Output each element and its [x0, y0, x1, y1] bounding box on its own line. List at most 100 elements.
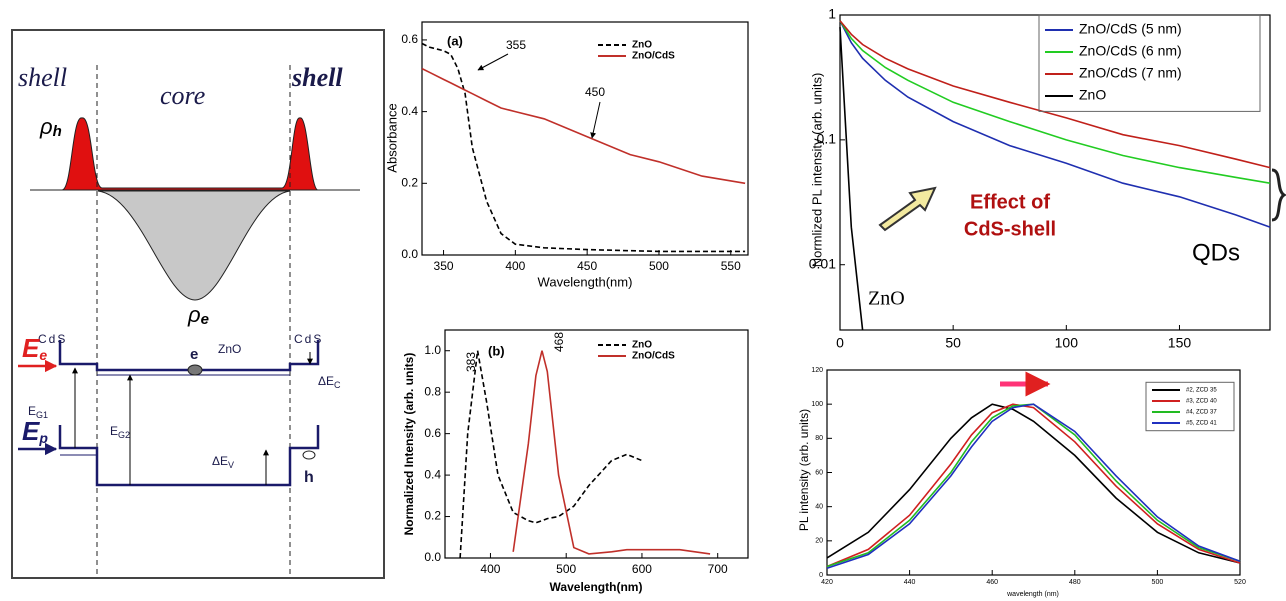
series-line	[421, 67, 746, 185]
plot-frame	[444, 329, 749, 559]
y-tick-label: 1.0	[424, 343, 441, 357]
y-axis-label: Normlized PL intensity (arb. units)	[809, 73, 824, 268]
annotation: CdS-shell	[964, 218, 1056, 240]
label: ρe	[187, 302, 209, 328]
label: CdS	[38, 332, 67, 346]
y-tick-label: 0.0	[424, 550, 441, 564]
x-tick-label: 440	[904, 579, 916, 586]
y-tick-label: 0.1	[817, 131, 837, 147]
x-tick-label: 420	[821, 579, 833, 586]
legend-label: #4, ZCD 37	[1186, 410, 1217, 416]
brace	[1271, 168, 1286, 222]
x-tick-label: 550	[721, 259, 741, 273]
x-axis-label: wavelength (nm)	[1006, 591, 1059, 598]
series-line	[459, 350, 643, 559]
series-line	[839, 27, 864, 331]
x-tick-label: 500	[1152, 579, 1164, 586]
label: core	[160, 81, 205, 110]
legend-label: #5, ZCD 41	[1186, 421, 1217, 427]
label: Ep	[22, 416, 48, 446]
series-line	[826, 403, 1241, 564]
annotation-arrow	[477, 53, 509, 71]
x-axis-label: Wavelength(nm)	[538, 274, 633, 289]
annotation: 383	[464, 352, 478, 372]
x-tick-label: 400	[480, 562, 500, 576]
subscript: p	[38, 430, 48, 446]
y-tick-label: 0.8	[424, 384, 441, 398]
series-line	[826, 403, 1241, 568]
legend-label: #3, ZCD 40	[1186, 399, 1217, 405]
label: ρh	[39, 114, 62, 140]
x-tick-label: 600	[632, 562, 652, 576]
x-tick-label: 350	[434, 259, 454, 273]
y-tick-label: 0.6	[401, 32, 418, 46]
x-tick-label: 50	[945, 335, 961, 351]
x-tick-label: 0	[836, 335, 844, 351]
x-tick-label: 100	[1055, 335, 1079, 351]
arrow-icon	[878, 186, 937, 232]
symbol: ΔE	[318, 374, 334, 388]
legend-label: #2, ZCD 35	[1186, 388, 1217, 394]
x-tick-label: 520	[1234, 579, 1246, 586]
legend-label: ZnO	[632, 340, 652, 351]
series-line	[839, 20, 1271, 184]
label: ZnO	[218, 342, 241, 356]
legend-label: ZnO/CdS	[632, 51, 675, 62]
symbol: ρ	[39, 114, 53, 139]
x-axis-label: Wavelength(nm)	[550, 580, 643, 594]
plot-frame	[421, 21, 749, 256]
annotation: (b)	[488, 343, 505, 358]
annotation: (a)	[447, 33, 463, 48]
label: shell	[291, 63, 343, 92]
electron	[187, 364, 203, 376]
label: CdS	[294, 332, 323, 346]
symbol: ρ	[187, 302, 201, 327]
y-tick-label: 80	[815, 435, 823, 442]
subscript: G2	[118, 430, 130, 440]
legend-label: ZnO/CdS (5 nm)	[1079, 21, 1182, 37]
series-line	[826, 403, 1241, 569]
valence-band	[58, 425, 320, 487]
symbol: E	[28, 404, 36, 418]
y-tick-label: 0.6	[424, 426, 441, 440]
annotation: 355	[506, 38, 526, 52]
annotation: QDs	[1192, 239, 1240, 266]
electron-density	[97, 190, 291, 301]
symbol: E	[110, 424, 118, 438]
legend-box	[1145, 381, 1235, 432]
x-tick-label: 460	[986, 579, 998, 586]
label: Ee	[22, 333, 47, 363]
series-line	[826, 403, 1241, 568]
x-tick-label: 700	[708, 562, 728, 576]
legend-label: ZnO/CdS (6 nm)	[1079, 43, 1182, 59]
y-tick-label: 60	[815, 469, 823, 476]
symbol: E	[22, 416, 40, 446]
series-line	[839, 20, 1271, 228]
subscript: h	[53, 123, 62, 140]
y-tick-label: 0.2	[424, 509, 441, 523]
hole	[302, 450, 316, 460]
y-tick-label: 0.4	[424, 467, 441, 481]
annotation: ZnO	[868, 288, 905, 310]
y-axis-label: PL intensity (arb. units)	[797, 409, 811, 531]
subscript: e	[39, 347, 47, 363]
subscript: e	[201, 311, 209, 328]
x-tick-label: 150	[1168, 335, 1192, 351]
symbol: ΔE	[212, 454, 228, 468]
series-line	[839, 20, 1271, 169]
y-tick-label: 0.2	[401, 175, 418, 189]
y-tick-label: 40	[815, 504, 823, 511]
band-diagram: shell core shell ρh ρe CdS CdS ZnO e h E…	[11, 29, 385, 579]
legend-label: ZnO	[1079, 87, 1106, 103]
subscript: V	[228, 460, 234, 470]
legend-label: ZnO	[632, 40, 652, 51]
diagram-frame	[11, 29, 385, 579]
hole-density	[30, 117, 360, 191]
y-axis-label: Absorbance	[384, 103, 399, 172]
x-tick-label: 500	[556, 562, 576, 576]
label: EG2	[110, 424, 130, 440]
legend-label: ZnO/CdS (7 nm)	[1079, 65, 1182, 81]
x-tick-label: 500	[649, 259, 669, 273]
